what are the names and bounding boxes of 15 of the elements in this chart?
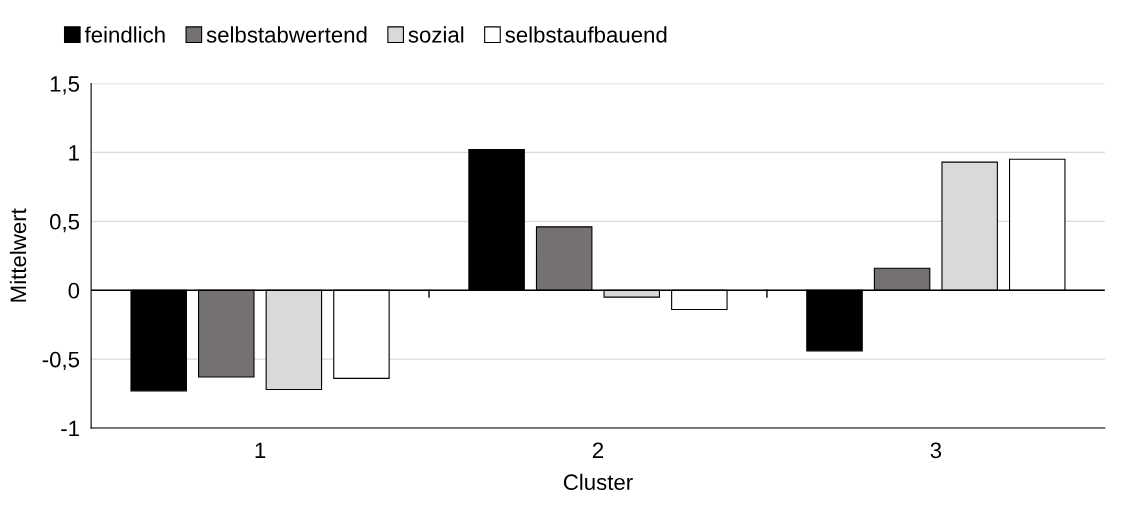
legend-label: selbstaufbauend	[505, 26, 667, 43]
y-tick-label: 1,5	[50, 76, 80, 95]
y-tick-label: 1	[69, 145, 79, 161]
y-axis-title: Mittelwert	[9, 208, 27, 302]
legend-label: feindlich	[84, 26, 165, 43]
y-tick-label: -0,5	[42, 351, 80, 371]
x-tick-label: 2	[592, 442, 604, 459]
y-tick-label: 0	[68, 282, 80, 299]
legend-label: selbstabwertend	[206, 26, 367, 43]
x-tick-label: 1	[255, 442, 266, 459]
legend-label: sozial	[408, 26, 464, 43]
x-axis-title: Cluster	[563, 473, 633, 491]
y-tick-label: 0,5	[49, 213, 80, 233]
x-tick-label: 3	[930, 442, 942, 459]
y-tick-label: -1	[61, 420, 79, 437]
